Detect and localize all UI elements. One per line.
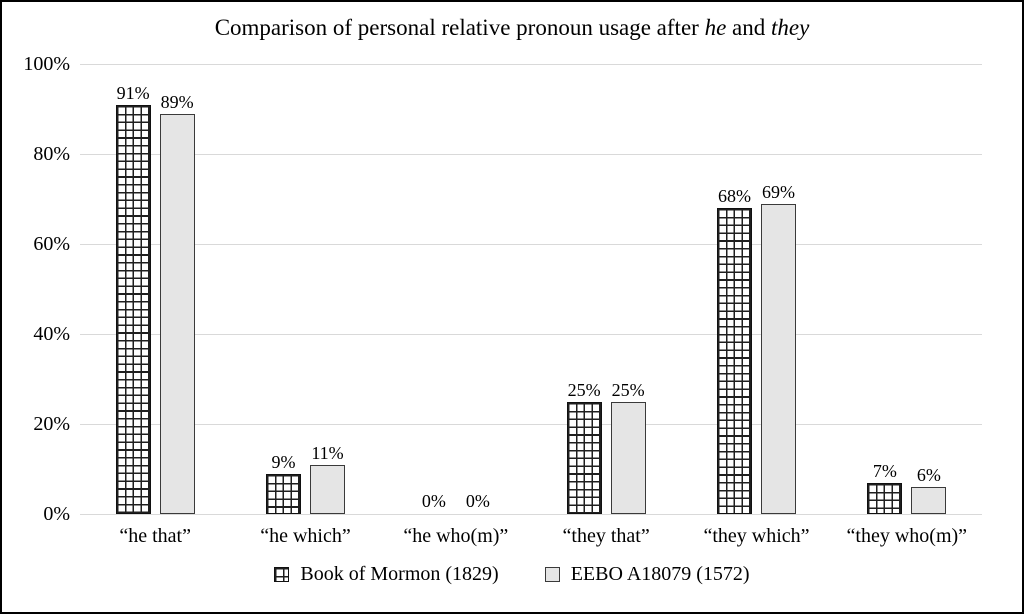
- y-axis: 0% 20% 40% 60% 80% 100%: [2, 53, 70, 525]
- title-text: and: [726, 15, 771, 40]
- gridline: [80, 243, 982, 245]
- title-italic-word: he: [704, 15, 727, 40]
- x-axis-category-label: “they which”: [703, 525, 810, 547]
- bar-value-label: 0%: [421, 491, 446, 511]
- title-italic-word: they: [771, 15, 810, 40]
- y-axis-tick-label: 20%: [33, 413, 70, 435]
- bar: 68%: [716, 186, 752, 514]
- bar-value-label: 68%: [717, 186, 751, 206]
- bar-value-label: 89%: [160, 91, 194, 112]
- gridline: [80, 423, 982, 425]
- bar-group: 25% 25%: [531, 64, 681, 514]
- legend: Book of Mormon (1829) EEBO A18079 (1572): [2, 563, 1022, 586]
- y-axis-tick-label: 0%: [43, 503, 70, 525]
- x-axis-category-label: “he that”: [119, 525, 191, 547]
- x-axis-category-label: “they that”: [562, 525, 650, 547]
- bar-value-label: 9%: [271, 451, 296, 472]
- legend-swatch-crosshatch: [274, 567, 290, 582]
- plot-area: 91% 89% 9% 11% 0% 0% 25% 25% 68% 69% 7% 6%: [80, 63, 982, 515]
- gridline: [80, 513, 982, 515]
- bar-value-label: 25%: [611, 379, 645, 400]
- bar: 69%: [760, 182, 796, 514]
- legend-item: Book of Mormon (1829): [274, 563, 499, 586]
- legend-swatch-solid: [544, 567, 560, 582]
- bar: 6%: [911, 465, 947, 514]
- bar-value-label: 0%: [465, 491, 490, 511]
- bar-value-label: 25%: [567, 379, 601, 400]
- bar-group: 7% 6%: [832, 64, 982, 514]
- x-axis-category-label: “he which”: [260, 525, 351, 547]
- bar-value-label: 7%: [872, 460, 897, 481]
- bar-value-label: 6%: [916, 465, 941, 485]
- chart-title: Comparison of personal relative pronoun …: [2, 15, 1022, 41]
- bar-group: 68% 69%: [681, 64, 831, 514]
- bar: 25%: [610, 380, 646, 514]
- bar-value-label: 91%: [116, 82, 150, 103]
- x-axis-category-label: “they who(m)”: [846, 525, 968, 547]
- bar-group: 9% 11%: [230, 64, 380, 514]
- bar: 9%: [265, 452, 301, 514]
- bar: 89%: [159, 92, 195, 514]
- y-axis-tick-label: 40%: [33, 323, 70, 345]
- bar-group: 0% 0%: [381, 64, 531, 514]
- gridline: [80, 63, 982, 65]
- bar: 91%: [115, 83, 151, 514]
- x-axis: “he that” “he which” “he who(m)” “they that…: [80, 525, 982, 548]
- bar-group: 91% 89%: [80, 64, 230, 514]
- bar-value-label: 69%: [761, 181, 795, 202]
- bar: 25%: [566, 380, 602, 514]
- title-text: Comparison of personal relative pronoun …: [214, 15, 705, 40]
- gridline: [80, 153, 982, 155]
- legend-label: Book of Mormon (1829): [300, 563, 499, 585]
- bar-value-label: 11%: [311, 442, 344, 463]
- y-axis-tick-label: 100%: [23, 53, 70, 75]
- legend-item: EEBO A18079 (1572): [544, 563, 750, 586]
- gridline: [80, 333, 982, 335]
- y-axis-tick-label: 80%: [33, 143, 70, 165]
- x-axis-category-label: “he who(m)”: [403, 525, 509, 547]
- bar: 11%: [309, 443, 345, 514]
- legend-label: EEBO A18079 (1572): [570, 563, 750, 585]
- y-axis-tick-label: 60%: [33, 233, 70, 255]
- bar: 7%: [867, 461, 903, 514]
